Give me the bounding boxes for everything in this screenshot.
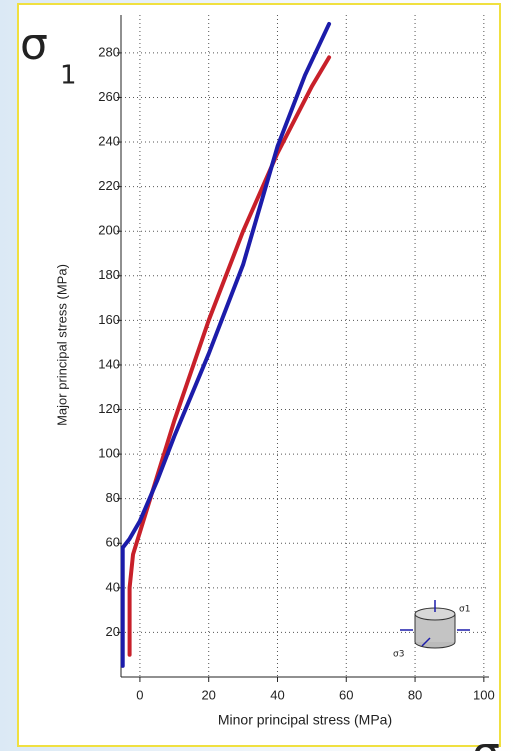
x-tick-label: 40 [270, 687, 284, 702]
y-tick-label: 200 [98, 223, 120, 238]
y-tick-label: 100 [98, 446, 120, 461]
y-tick-label: 280 [98, 44, 120, 59]
y-tick-label: 140 [98, 356, 120, 371]
y-tick-label: 160 [98, 312, 120, 327]
x-axis-label: Minor principal stress (MPa) [218, 712, 392, 728]
y-tick-label: 20 [106, 624, 120, 639]
x-tick-label: 100 [473, 687, 495, 702]
icon-label: σ3 [393, 650, 404, 660]
page: {"chart_data": {"type": "line", "x_label… [0, 0, 521, 751]
x-tick-label: 20 [201, 687, 215, 702]
sigma-1-symbol: σ [20, 19, 48, 70]
y-tick-label: 60 [106, 535, 120, 550]
chart: 0 20 40 60 80 100 20 40 60 80 100 120 140 160 180 200 22… [0, 0, 521, 751]
y-tick-label: 180 [98, 267, 120, 282]
sigma-3-symbol: σ [472, 728, 500, 751]
x-tick-label: 80 [408, 687, 422, 702]
y-tick-label: 260 [98, 89, 120, 104]
x-tick-label: 0 [136, 687, 143, 702]
y-tick-label: 220 [98, 178, 120, 193]
y-axis-label: Major principal stress (MPa) [54, 264, 69, 426]
icon-label: σ1 [459, 605, 470, 615]
x-tick-label: 60 [339, 687, 353, 702]
sigma-1-subscript: 1 [60, 61, 77, 91]
y-tick-label: 240 [98, 133, 120, 148]
y-tick-label: 80 [106, 490, 120, 505]
y-tick-label: 40 [106, 579, 120, 594]
y-tick-label: 120 [98, 401, 120, 416]
